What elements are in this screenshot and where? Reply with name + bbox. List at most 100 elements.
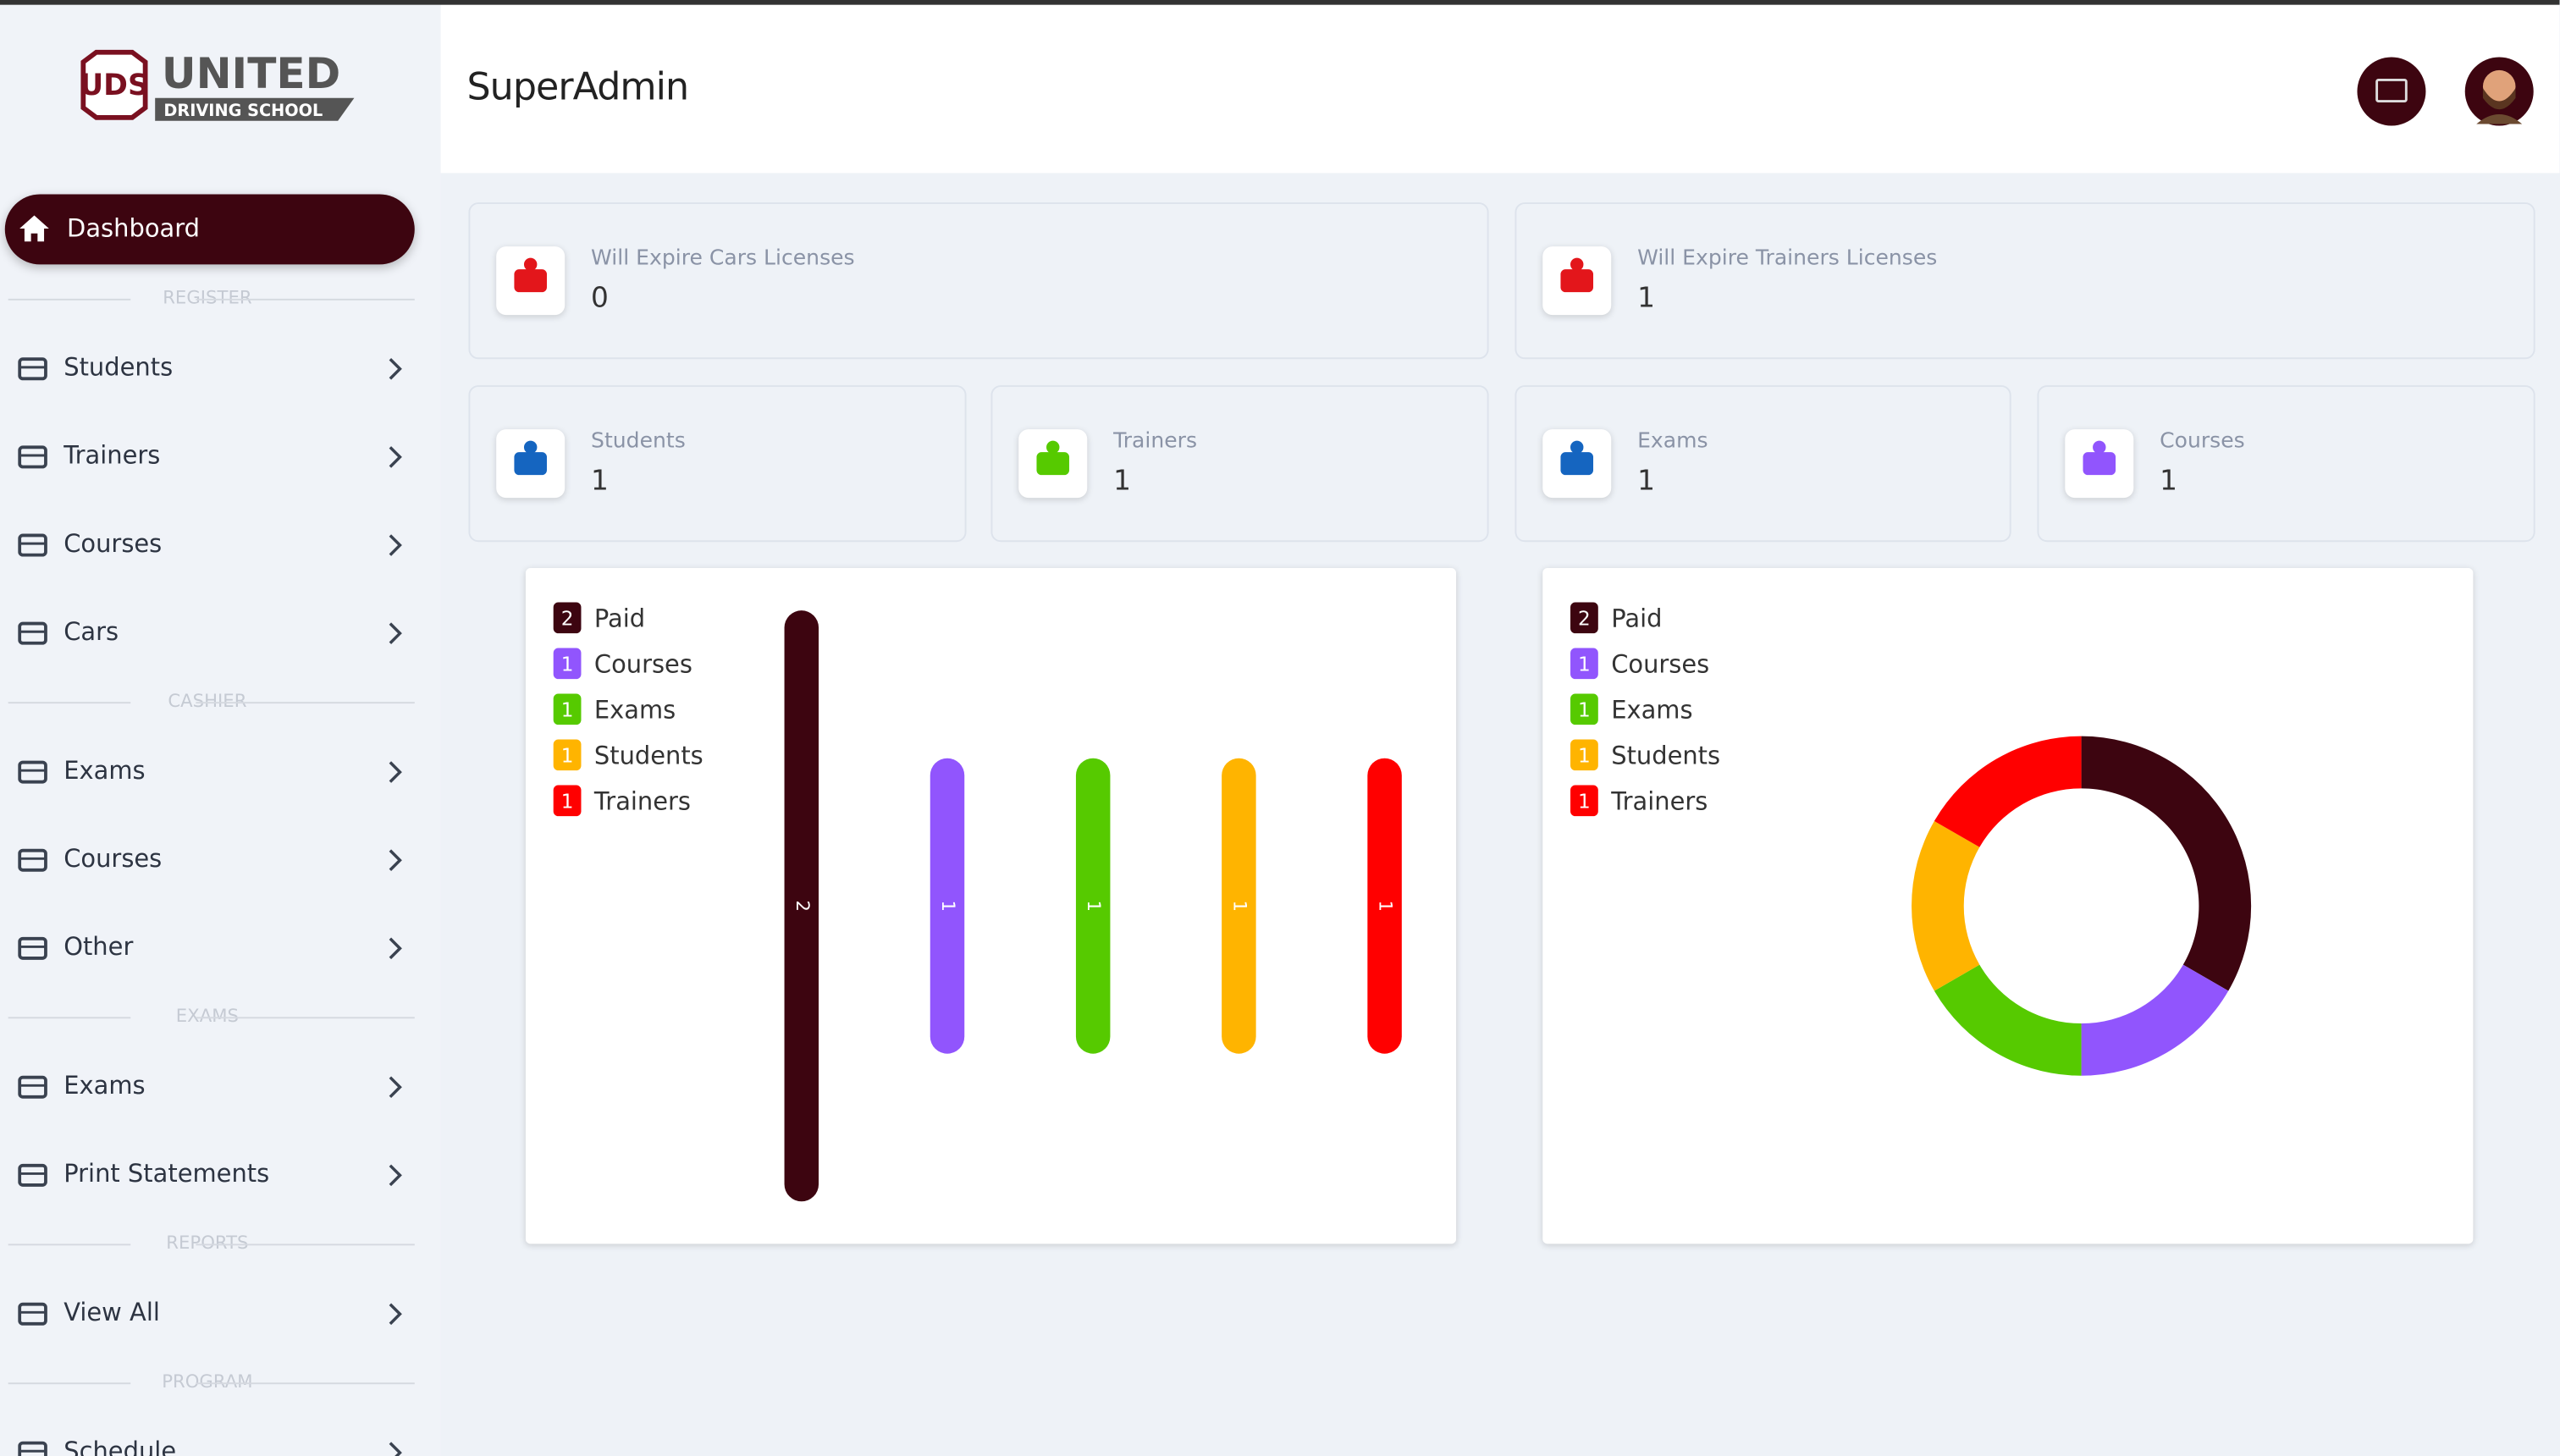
chevron-shape <box>389 534 402 556</box>
nav-label: Exams <box>63 755 146 786</box>
nav-item[interactable]: Schedule <box>0 1430 415 1456</box>
doughnut-slice <box>2081 964 2229 1076</box>
icon-shape <box>18 533 47 557</box>
icon-shape <box>1046 440 1060 455</box>
chevron-shape <box>389 1164 402 1187</box>
nav-active[interactable]: Dashboard <box>4 194 415 265</box>
icon-shape <box>18 1163 47 1187</box>
header: SuperAdmin <box>440 4 2560 174</box>
nav-item[interactable]: Trainers <box>0 434 415 480</box>
stat-card: Will Expire Trainers Licenses 1 <box>1514 202 2535 360</box>
legend-badge <box>1570 602 1598 634</box>
legend-count: 1 <box>561 791 574 813</box>
legend-badge <box>553 693 582 725</box>
icon-shape <box>18 1441 47 1456</box>
bar-panel: 2 Paid 1 Courses 1 Exams 1 Students 1 Trainers 2 1 1… <box>525 568 1457 1244</box>
chevron-shape <box>389 849 402 872</box>
chevron-shape <box>389 357 402 380</box>
logo-title: UNITED <box>162 49 340 98</box>
nav-icon <box>18 1075 47 1099</box>
nav-item[interactable]: Exams <box>0 749 415 795</box>
card-label: Trainers <box>1113 429 1198 455</box>
icon-shape <box>1560 452 1594 476</box>
icon <box>514 257 547 293</box>
avatar[interactable] <box>2463 56 2535 128</box>
chevron <box>389 1442 402 1456</box>
icon-shape <box>18 357 47 381</box>
doughnut-slice <box>2081 736 2252 991</box>
nav-icon <box>18 445 47 469</box>
legend-badge <box>553 785 582 817</box>
legend-count: 1 <box>1578 654 1591 676</box>
card-icon <box>496 246 566 316</box>
nav-item[interactable]: Courses <box>0 522 415 568</box>
legend-count: 1 <box>1578 746 1591 768</box>
chevron <box>389 849 402 872</box>
nav-item[interactable]: Courses <box>0 837 415 883</box>
legend-count: 1 <box>561 746 574 768</box>
legend-label: Trainers <box>1610 786 1708 815</box>
icon-shape <box>1570 440 1584 455</box>
card-value: 1 <box>1113 465 1131 499</box>
home-icon <box>19 215 49 242</box>
icon-shape <box>18 848 47 872</box>
nav-label: Other <box>63 932 134 962</box>
nav-icon <box>18 1302 47 1326</box>
doughnut-slice <box>1912 820 1980 991</box>
stat-card: Trainers 1 <box>990 385 1489 543</box>
chevron-shape <box>389 1076 402 1099</box>
icon-shape <box>1570 257 1584 272</box>
card-label: Students <box>591 429 686 455</box>
logo: UDS UNITED DRIVING SCHOOL <box>80 49 355 121</box>
legend-label: Courses <box>594 649 692 678</box>
legend-label: Students <box>1611 741 1720 769</box>
chevron-shape <box>389 1442 402 1456</box>
nav-label: Trainers <box>63 440 161 471</box>
card-label: Will Expire Cars Licenses <box>591 246 855 272</box>
nav-item[interactable]: Cars <box>0 610 415 656</box>
icon <box>514 440 547 476</box>
card-label: Exams <box>1637 429 1708 455</box>
icon-shape <box>18 621 47 645</box>
bar-chart: 2 Paid 1 Courses 1 Exams 1 Students 1 Trainers 2 1 1… <box>553 602 1402 1202</box>
card-icon <box>496 429 566 499</box>
icon-shape <box>1036 452 1070 476</box>
card-label: Will Expire Trainers Licenses <box>1637 246 1938 272</box>
icon <box>2083 440 2116 476</box>
bar-label: 1 <box>1375 900 1396 912</box>
card-value: 1 <box>591 465 609 499</box>
nav-item[interactable]: Other <box>0 925 415 971</box>
icon-shape <box>18 445 47 469</box>
chevron-shape <box>389 761 402 783</box>
bar <box>784 610 819 1202</box>
section-line <box>196 1382 415 1385</box>
nav-label: Print Statements <box>63 1159 270 1189</box>
legend-badge <box>553 739 582 771</box>
legend-count: 1 <box>561 700 574 722</box>
nav-item[interactable]: View All <box>0 1291 415 1337</box>
chevron <box>389 761 402 783</box>
icon-shape <box>18 760 47 784</box>
nav-item[interactable]: Print Statements <box>0 1152 415 1198</box>
icon-shape <box>514 452 547 476</box>
section-line <box>8 1244 131 1246</box>
bar-label: 1 <box>1083 900 1104 912</box>
legend-count: 1 <box>1578 700 1591 722</box>
legend-badge <box>1570 739 1598 771</box>
chevron <box>389 937 402 960</box>
section-line <box>8 298 131 301</box>
section-label: EXAMS <box>175 1005 239 1027</box>
nav-item[interactable]: Exams <box>0 1064 415 1110</box>
section-line <box>196 1244 415 1246</box>
chevron-shape <box>389 1303 402 1326</box>
nav-icon <box>18 848 47 872</box>
section-line <box>8 1017 131 1019</box>
card-icon <box>1542 429 1612 499</box>
icon-shape <box>18 1302 47 1326</box>
doughnut-slice <box>1934 964 2082 1076</box>
nav-item[interactable]: Students <box>0 346 415 392</box>
logo-subtitle: DRIVING SCHOOL <box>163 101 323 120</box>
section-label: PROGRAM <box>162 1371 253 1393</box>
language-button[interactable] <box>2356 56 2428 128</box>
